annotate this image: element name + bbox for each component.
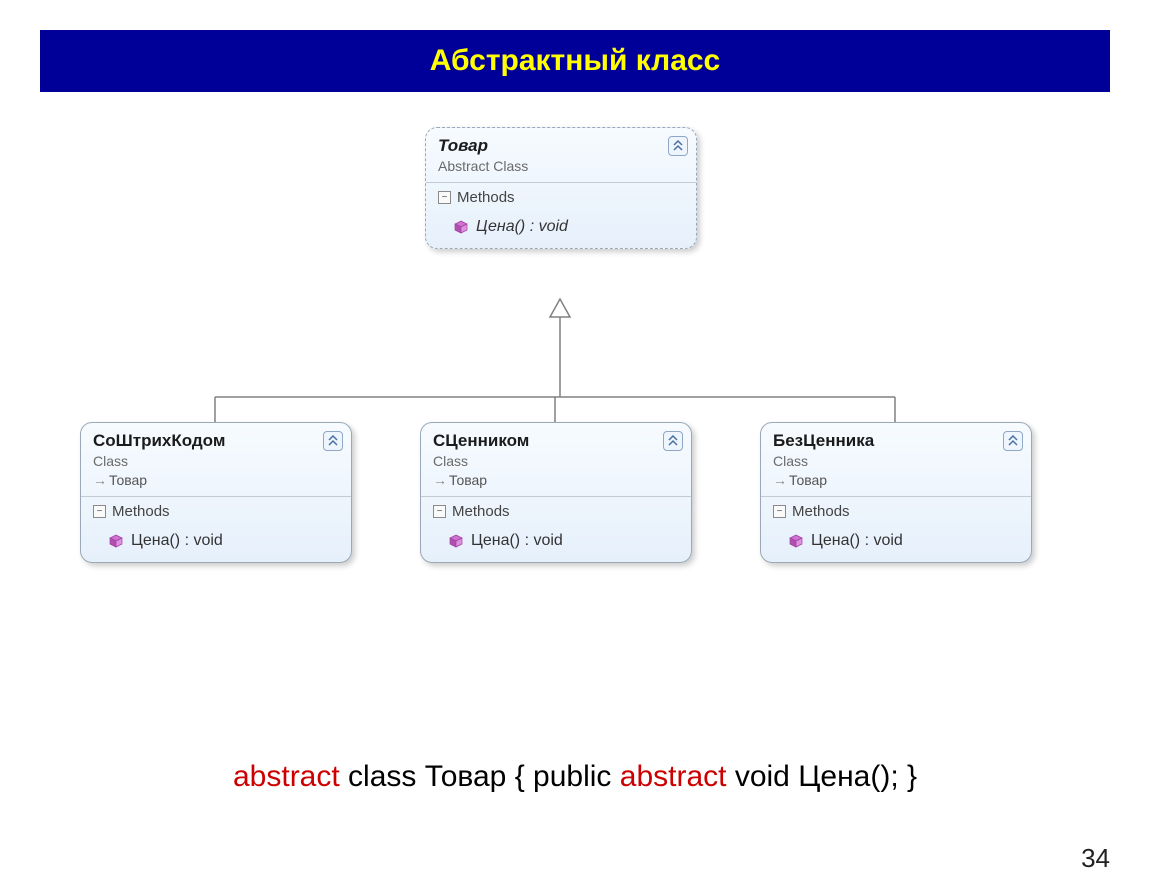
class-header: СЦенником Class →Товар — [421, 423, 691, 496]
class-stereotype: Class — [433, 453, 679, 469]
class-box-child-1: СЦенником Class →Товар − Methods Цена() … — [420, 422, 692, 563]
class-stereotype: Class — [773, 453, 1019, 469]
code-snippet: abstract class Товар { public abstract v… — [0, 760, 1150, 794]
method-row: Цена() : void — [761, 526, 1031, 562]
class-stereotype: Abstract Class — [438, 158, 684, 174]
class-box-child-2: БезЦенника Class →Товар − Methods Цена()… — [760, 422, 1032, 563]
class-name: БезЦенника — [773, 431, 1019, 451]
method-icon — [109, 534, 123, 548]
method-signature: Цена() : void — [471, 532, 563, 550]
methods-section-label: − Methods — [81, 497, 351, 526]
methods-label-text: Methods — [457, 189, 515, 206]
class-name: Товар — [438, 136, 684, 156]
collapse-icon[interactable] — [668, 136, 688, 156]
code-keyword: abstract — [620, 760, 727, 793]
slide-title: Абстрактный класс — [40, 30, 1110, 92]
methods-label-text: Methods — [112, 503, 170, 520]
class-name: СоШтрихКодом — [93, 431, 339, 451]
base-class-line: →Товар — [773, 472, 1019, 488]
method-icon — [789, 534, 803, 548]
base-class-line: →Товар — [93, 472, 339, 488]
class-name: СЦенником — [433, 431, 679, 451]
class-box-child-0: СоШтрихКодом Class →Товар − Methods Цена… — [80, 422, 352, 563]
methods-section-label: − Methods — [426, 183, 696, 212]
collapse-icon[interactable] — [663, 431, 683, 451]
class-header: СоШтрихКодом Class →Товар — [81, 423, 351, 496]
method-row: Цена() : void — [81, 526, 351, 562]
collapse-icon[interactable] — [323, 431, 343, 451]
code-text: void Цена(); } — [727, 760, 918, 793]
methods-section-label: − Methods — [421, 497, 691, 526]
method-icon — [449, 534, 463, 548]
page-number: 34 — [1081, 843, 1110, 874]
method-signature: Цена() : void — [811, 532, 903, 550]
collapse-icon[interactable] — [1003, 431, 1023, 451]
minus-icon[interactable]: − — [438, 191, 451, 204]
class-box-parent: Товар Abstract Class − Methods Цена() : … — [425, 127, 697, 249]
method-signature: Цена() : void — [131, 532, 223, 550]
method-row: Цена() : void — [426, 212, 696, 248]
class-header: БезЦенника Class →Товар — [761, 423, 1031, 496]
code-keyword: abstract — [233, 760, 340, 793]
method-row: Цена() : void — [421, 526, 691, 562]
class-stereotype: Class — [93, 453, 339, 469]
method-signature: Цена() : void — [476, 218, 568, 236]
minus-icon[interactable]: − — [433, 505, 446, 518]
methods-label-text: Methods — [452, 503, 510, 520]
method-icon — [454, 220, 468, 234]
code-text: class Товар { public — [340, 760, 620, 793]
minus-icon[interactable]: − — [773, 505, 786, 518]
base-class-line: →Товар — [433, 472, 679, 488]
minus-icon[interactable]: − — [93, 505, 106, 518]
methods-section-label: − Methods — [761, 497, 1031, 526]
methods-label-text: Methods — [792, 503, 850, 520]
class-diagram: Товар Abstract Class − Methods Цена() : … — [0, 122, 1150, 682]
class-header: Товар Abstract Class — [426, 128, 696, 182]
